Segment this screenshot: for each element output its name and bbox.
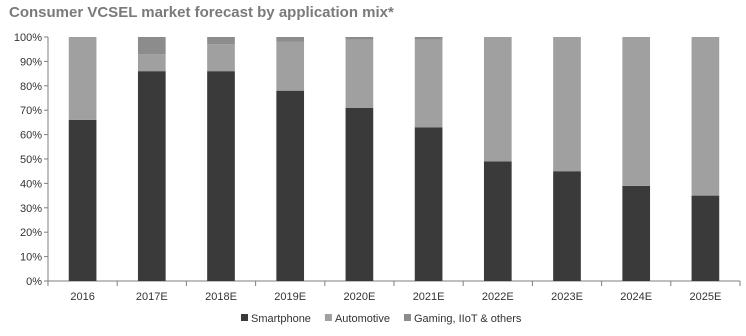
- bar-segment-smartphone-2021e: [414, 127, 443, 281]
- bar-segment-smartphone-2016: [68, 119, 97, 282]
- bar-segment-gaming-iiot-others-2021e: [414, 37, 443, 40]
- bar-segment-automotive-2019e: [276, 41, 305, 91]
- bar-segment-gaming-iiot-others-2019e: [276, 37, 305, 42]
- y-tick-label: 40%: [20, 178, 42, 190]
- x-tick-label: 2021E: [413, 291, 445, 303]
- bar-segment-automotive-2017e: [137, 54, 166, 72]
- y-tick-label: 90%: [20, 56, 42, 68]
- bar-segment-smartphone-2019e: [276, 90, 305, 282]
- x-tick-label: 2018E: [205, 291, 237, 303]
- bar-segment-automotive-2016: [68, 37, 97, 120]
- bar-segment-automotive-2025e: [691, 37, 720, 196]
- legend-swatch: [241, 314, 248, 321]
- bar-segment-gaming-iiot-others-2017e: [137, 37, 166, 55]
- x-tick-label: 2017E: [136, 291, 168, 303]
- y-tick-label: 50%: [20, 154, 42, 166]
- bar-segment-smartphone-2023e: [553, 171, 581, 281]
- bar-segment-smartphone-2017e: [137, 71, 166, 281]
- bar-segment-gaming-iiot-others-2018e: [207, 37, 235, 45]
- legend-swatch: [324, 314, 332, 321]
- bar-segment-automotive-2022e: [483, 37, 512, 162]
- legend-swatch: [403, 314, 411, 321]
- bar-segment-smartphone-2025e: [691, 195, 720, 281]
- x-tick-label: 2019E: [274, 291, 306, 303]
- legend-label: Automotive: [335, 313, 390, 325]
- bar-segment-smartphone-2018e: [207, 71, 235, 281]
- x-tick-label: 2023E: [551, 291, 583, 303]
- bar-segment-automotive-2020e: [345, 39, 374, 108]
- y-tick-label: 60%: [20, 130, 42, 142]
- bar-segment-gaming-iiot-others-2020e: [345, 37, 374, 40]
- bar-segment-smartphone-2024e: [622, 185, 651, 281]
- chart-title: Consumer VCSEL market forecast by applic…: [9, 4, 394, 21]
- y-tick-label: 70%: [20, 105, 42, 117]
- bar-segment-automotive-2023e: [553, 37, 581, 172]
- y-tick-label: 20%: [20, 227, 42, 239]
- x-tick-labels: 2016 2017E 2018E 2019E 2020E 2021E 2022E 2023E 2…: [70, 291, 721, 303]
- bar-segment-smartphone-2022e: [483, 161, 512, 281]
- legend: Smartphone Automotive Gaming, IIoT & other…: [241, 313, 522, 325]
- x-tick-label: 2022E: [482, 291, 514, 303]
- bars: [68, 37, 720, 282]
- x-tick-label: 2024E: [620, 291, 652, 303]
- y-tick-label: 100%: [14, 32, 42, 44]
- bar-segment-automotive-2021e: [414, 39, 443, 128]
- y-tick-labels: 0% 10% 20% 30% 40% 50% 60% 70% 80% 90% 100%: [14, 32, 42, 288]
- x-tick-label: 2025E: [689, 291, 721, 303]
- bar-segment-smartphone-2020e: [345, 107, 374, 281]
- legend-label: Smartphone: [251, 313, 311, 325]
- legend-label: Gaming, IIoT & others: [414, 313, 522, 325]
- y-tick-label: 80%: [20, 81, 42, 93]
- bar-segment-automotive-2024e: [622, 37, 651, 186]
- y-tick-label: 10%: [20, 252, 42, 264]
- x-tick-label: 2016: [70, 291, 94, 303]
- bar-segment-automotive-2018e: [207, 44, 235, 72]
- y-tick-label: 30%: [20, 203, 42, 215]
- x-tick-label: 2020E: [343, 291, 375, 303]
- y-tick-label: 0%: [26, 276, 42, 288]
